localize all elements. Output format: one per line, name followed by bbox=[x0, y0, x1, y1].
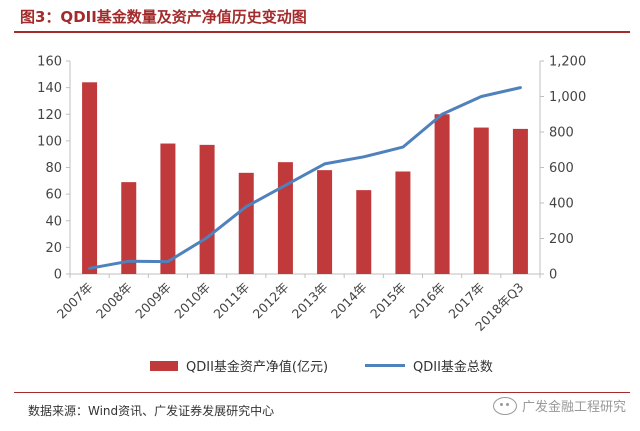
wechat-icon bbox=[492, 396, 517, 415]
left-tick-label: 80 bbox=[45, 161, 62, 176]
right-tick-label: 1,000 bbox=[549, 90, 586, 105]
data-source: 数据来源：Wind资讯、广发证券发展研究中心 bbox=[28, 404, 275, 418]
count-line bbox=[88, 86, 522, 270]
bar bbox=[238, 172, 254, 274]
x-tick-label: 2008年 bbox=[93, 280, 135, 322]
chart-title: 图3：QDII基金数量及资产净值历史变动图 bbox=[20, 8, 307, 26]
right-tick-label: 400 bbox=[549, 197, 574, 212]
footer-divider bbox=[14, 392, 630, 393]
line-series bbox=[88, 86, 522, 270]
x-tick-label: 2010年 bbox=[171, 280, 213, 322]
plot-frame bbox=[69, 61, 541, 275]
left-tick-label: 160 bbox=[37, 55, 62, 70]
legend-item-count: QDII基金总数 bbox=[365, 356, 493, 375]
legend-item-nav: QDII基金资产净值(亿元) bbox=[150, 356, 328, 375]
bar bbox=[121, 182, 137, 274]
bar bbox=[317, 170, 333, 274]
legend-label-nav: QDII基金资产净值(亿元) bbox=[186, 360, 329, 375]
bar bbox=[473, 127, 489, 274]
bar bbox=[356, 190, 372, 274]
bar bbox=[160, 143, 176, 274]
left-tick-label: 100 bbox=[37, 134, 62, 149]
x-tick-label: 2012年 bbox=[250, 280, 292, 322]
legend-label-count: QDII基金总数 bbox=[413, 360, 493, 375]
left-tick-label: 20 bbox=[45, 241, 62, 256]
legend: QDII基金资产净值(亿元) QDII基金总数 bbox=[0, 356, 640, 378]
x-tick-label: 2014年 bbox=[328, 280, 370, 322]
chart-area: 0 20 40 60 80 100 120 140 160 0 200 400 600 800 1,000… bbox=[37, 55, 586, 335]
left-axis: 0 20 40 60 80 100 120 140 160 bbox=[37, 55, 70, 283]
right-tick-label: 800 bbox=[549, 126, 574, 141]
right-tick-label: 0 bbox=[549, 268, 557, 283]
left-tick-label: 0 bbox=[54, 268, 62, 283]
bar-series bbox=[82, 82, 528, 274]
left-tick-label: 120 bbox=[37, 108, 62, 123]
bar bbox=[82, 82, 98, 274]
x-tick-label: 2013年 bbox=[289, 280, 331, 322]
legend-swatch-bar bbox=[150, 360, 178, 371]
bar bbox=[395, 171, 411, 274]
right-tick-label: 600 bbox=[549, 161, 574, 176]
left-tick-label: 140 bbox=[37, 81, 62, 96]
bar bbox=[434, 114, 450, 274]
x-tick-label: 2015年 bbox=[367, 280, 409, 322]
right-axis: 0 200 400 600 800 1,000 1,200 bbox=[540, 55, 586, 283]
left-tick-label: 40 bbox=[45, 214, 62, 229]
watermark-text: 广发金融工程研究 bbox=[521, 400, 626, 415]
bar bbox=[512, 128, 528, 274]
right-tick-label: 1,200 bbox=[549, 55, 586, 70]
x-tick-label: 2011年 bbox=[210, 280, 252, 322]
bar bbox=[199, 144, 215, 274]
watermark: 广发金融工程研究 bbox=[492, 396, 626, 415]
left-tick-label: 60 bbox=[45, 188, 62, 203]
x-tick-label: 2007年 bbox=[54, 280, 96, 322]
title-divider bbox=[14, 31, 630, 33]
bar bbox=[277, 162, 293, 274]
x-tick-label: 2016年 bbox=[406, 280, 448, 322]
legend-swatch-line bbox=[365, 364, 405, 367]
x-tick-label: 2009年 bbox=[132, 280, 174, 322]
right-tick-label: 200 bbox=[549, 232, 574, 247]
x-axis: 2007年2008年2009年2010年2011年2012年2013年2014年… bbox=[54, 274, 541, 334]
